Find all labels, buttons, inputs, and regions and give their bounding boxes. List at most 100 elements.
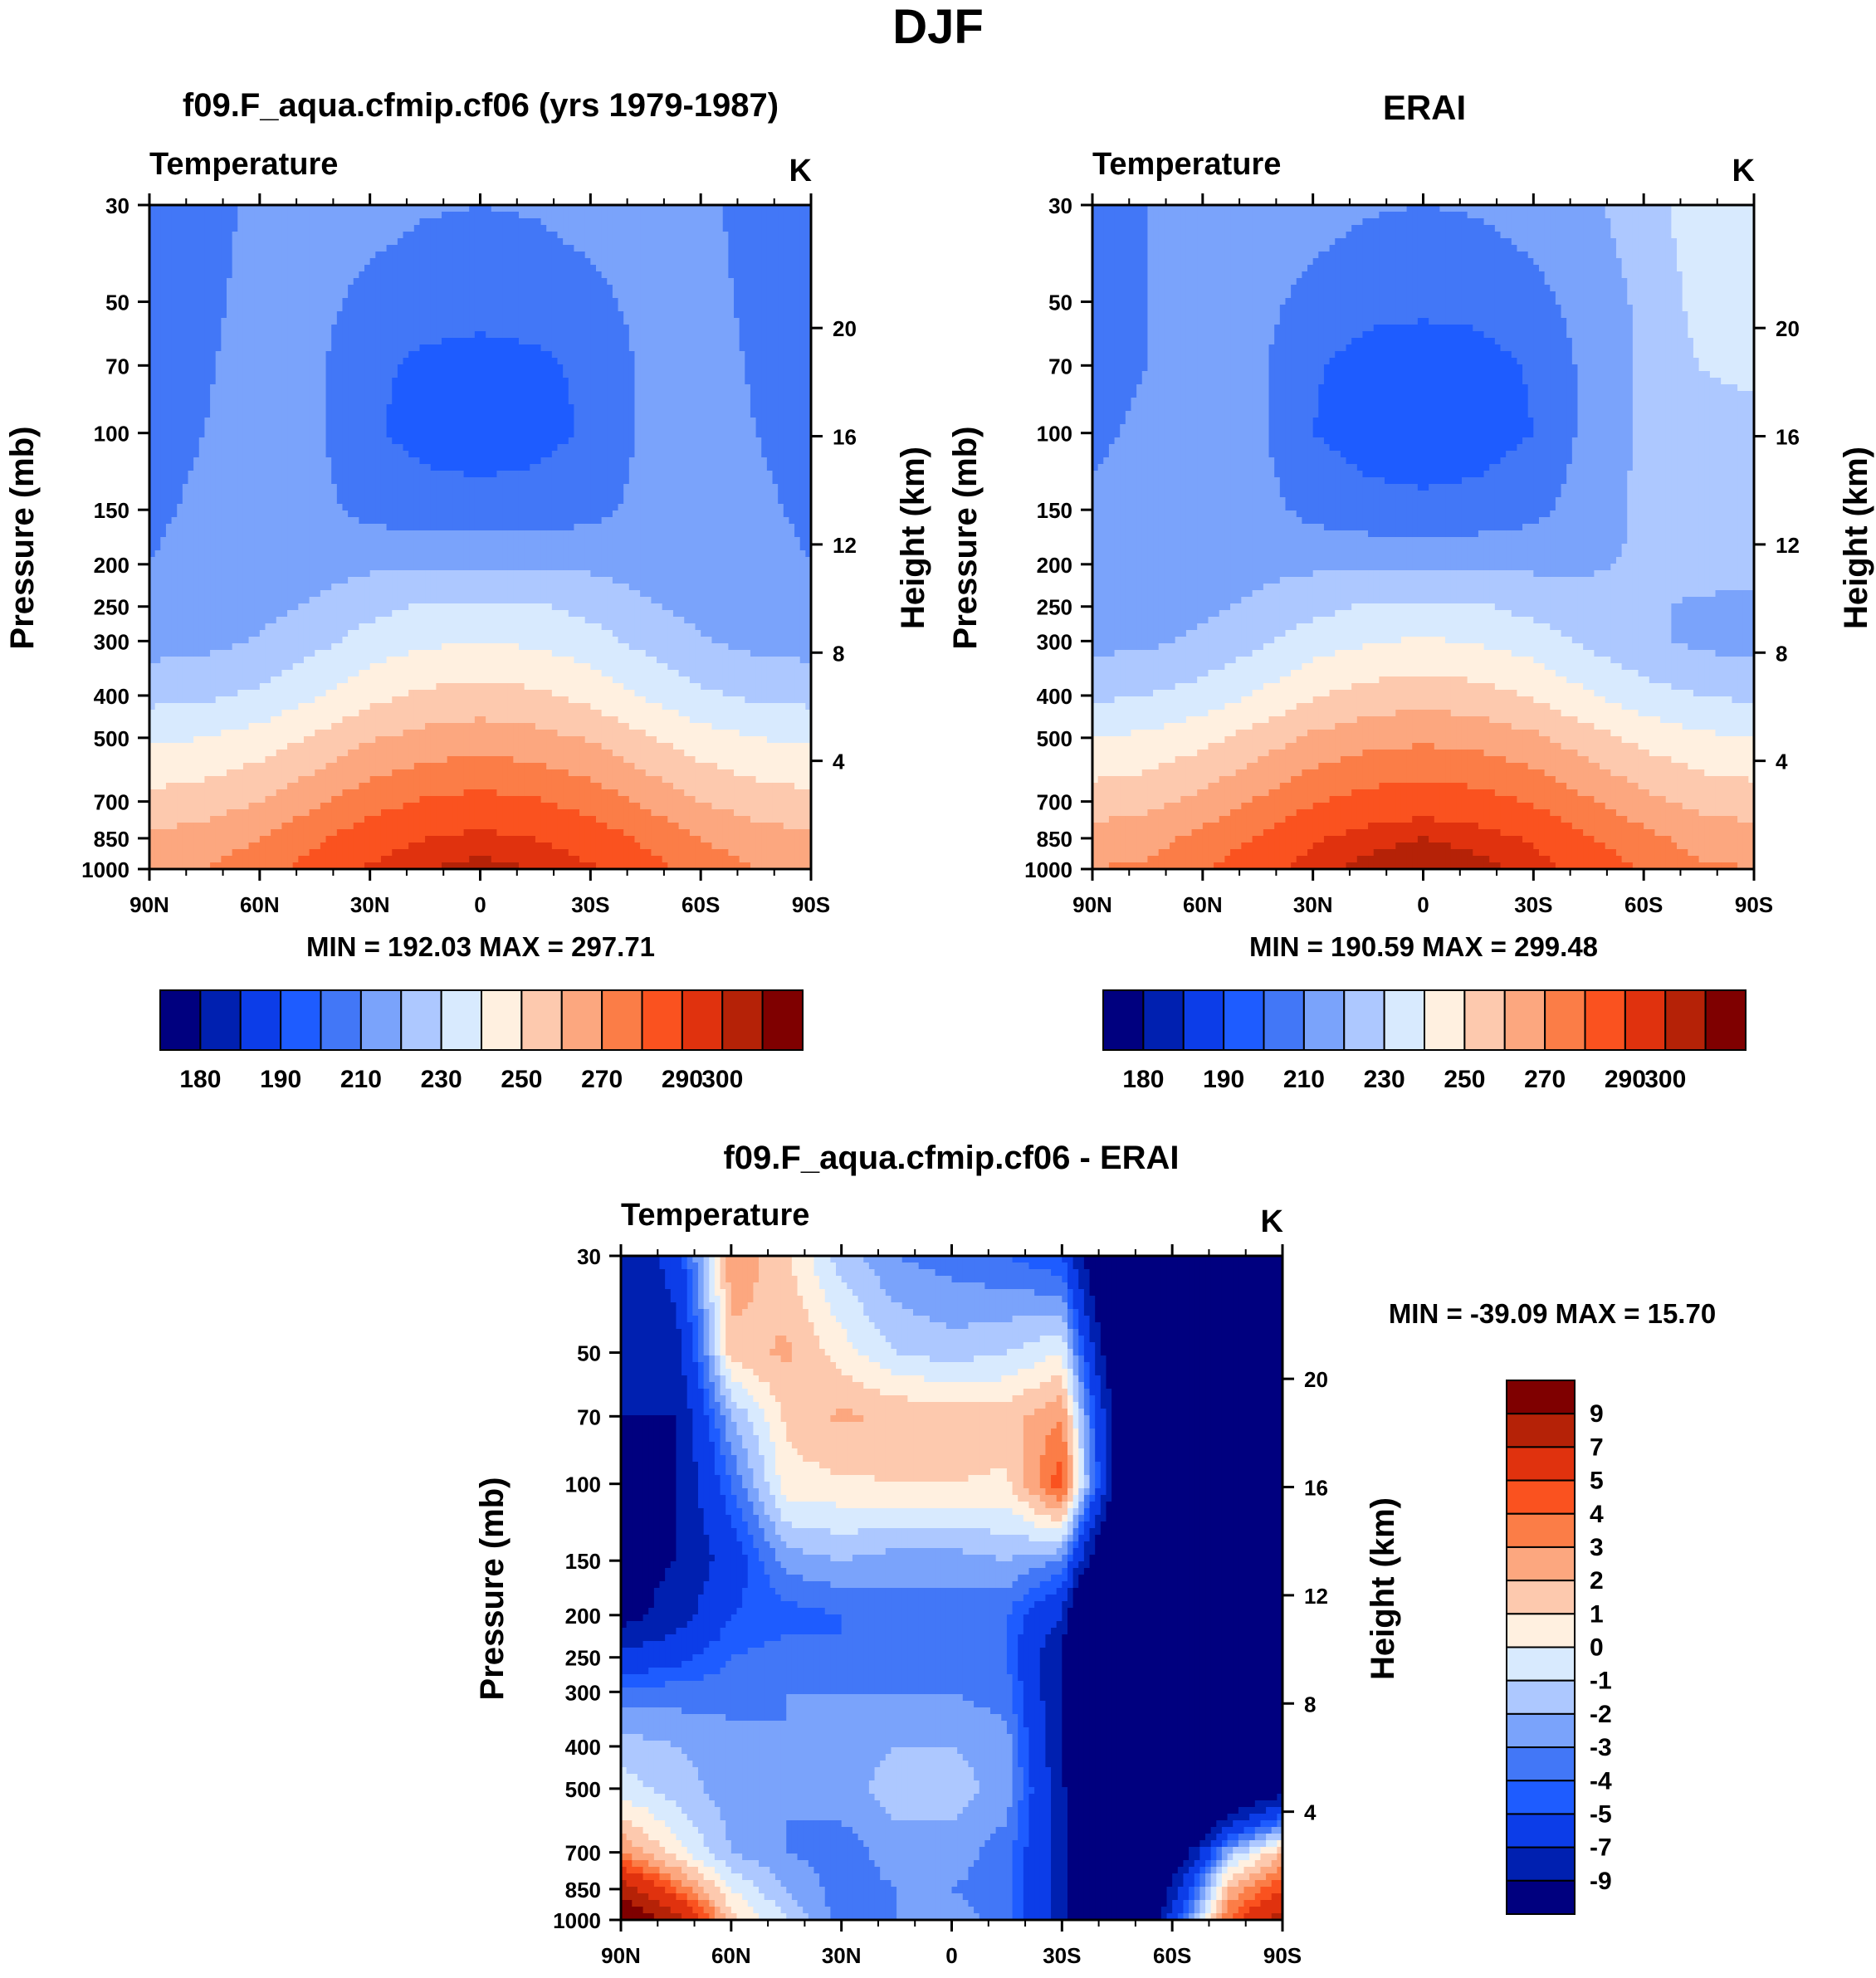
model-field-cell: [579, 258, 586, 266]
model-field-cell: [778, 457, 784, 465]
model-field-cell: [359, 291, 365, 299]
model-field-cell: [678, 444, 685, 452]
model-field-cell: [265, 265, 271, 272]
model-field-cell: [353, 384, 359, 392]
model-field-cell: [425, 437, 432, 445]
model-field-cell: [530, 457, 536, 465]
model-field-cell: [271, 212, 277, 219]
model-field-cell: [739, 364, 745, 372]
model-field-cell: [524, 404, 530, 412]
model-field-cell: [739, 305, 745, 312]
model-field-cell: [717, 325, 724, 332]
model-field-cell: [789, 318, 795, 325]
model-field-cell: [612, 358, 619, 365]
model-field-cell: [651, 358, 657, 365]
model-field-cell: [628, 391, 636, 398]
model-field-cell: [535, 278, 542, 286]
model-field-cell: [524, 444, 530, 452]
model-field-cell: [309, 298, 315, 305]
model-field-cell: [607, 437, 613, 445]
model-field-cell: [292, 431, 299, 438]
model-field-cell: [595, 398, 603, 405]
model-field-cell: [618, 245, 624, 252]
model-field-cell: [320, 212, 327, 219]
model-field-cell: [469, 325, 476, 332]
model-field-cell: [242, 291, 250, 299]
model-field-cell: [254, 225, 261, 232]
model-field-cell: [507, 271, 514, 279]
model-field-cell: [678, 252, 685, 259]
model-field-cell: [375, 245, 382, 252]
model-field-cell: [684, 238, 691, 246]
model-field-cell: [281, 364, 288, 372]
model-field-cell: [640, 278, 647, 286]
model-field-cell: [518, 318, 525, 325]
model-field-cell: [728, 437, 735, 445]
model-field-cell: [574, 258, 580, 266]
model-field-cell: [442, 271, 448, 279]
model-field-cell: [364, 265, 371, 272]
model-field-cell: [634, 464, 641, 471]
model-field-cell: [612, 418, 619, 425]
model-field-cell: [645, 278, 652, 286]
model-field-cell: [568, 212, 575, 219]
model-field-cell: [612, 344, 619, 352]
model-field-cell: [386, 457, 393, 465]
model-field-cell: [419, 371, 426, 379]
model-field-cell: [430, 418, 437, 425]
model-field-cell: [645, 311, 652, 319]
model-field-cell: [491, 245, 498, 252]
model-field-cell: [469, 232, 476, 239]
model-field-cell: [436, 444, 442, 452]
model-field-cell: [457, 378, 465, 385]
model-field-cell: [177, 338, 183, 345]
model-field-cell: [331, 258, 338, 266]
model-field-cell: [320, 338, 327, 345]
model-field-cell: [579, 418, 586, 425]
model-field-cell: [198, 431, 206, 438]
model-field-cell: [486, 477, 492, 485]
model-field-cell: [772, 232, 779, 239]
model-field-cell: [584, 358, 591, 365]
model-field-cell: [491, 344, 498, 352]
model-field-cell: [491, 451, 498, 458]
model-field-cell: [755, 311, 762, 319]
model-field-cell: [789, 457, 795, 465]
model-field-cell: [766, 364, 774, 372]
model-field-cell: [728, 444, 735, 452]
model-field-cell: [215, 451, 222, 458]
model-field-cell: [469, 464, 476, 471]
model-field-cell: [215, 391, 222, 398]
model-field-cell: [574, 285, 580, 292]
model-field-cell: [408, 444, 415, 452]
model-field-cell: [359, 205, 365, 212]
model-field-cell: [359, 311, 365, 319]
model-field-cell: [171, 258, 178, 266]
model-field-cell: [348, 225, 354, 232]
model-field-cell: [315, 398, 321, 405]
model-field-cell: [590, 371, 597, 379]
model-field-cell: [761, 318, 768, 325]
model-field-cell: [413, 431, 421, 438]
model-field-cell: [491, 232, 498, 239]
model-field-cell: [678, 451, 685, 458]
model-field-cell: [160, 278, 167, 286]
model-field-cell: [265, 371, 271, 379]
model-field-cell: [524, 218, 530, 226]
model-field-cell: [684, 252, 691, 259]
model-field-cell: [397, 331, 404, 339]
model-field-cell: [761, 218, 768, 226]
model-field-cell: [210, 245, 217, 252]
model-field-cell: [657, 364, 663, 372]
model-field-cell: [524, 311, 530, 319]
model-field-cell: [315, 285, 321, 292]
model-field-cell: [794, 252, 801, 259]
model-field-cell: [403, 371, 409, 379]
model-field-cell: [789, 391, 795, 398]
model-field-cell: [618, 358, 624, 365]
model-field-cell: [408, 318, 415, 325]
model-field-cell: [491, 424, 498, 432]
model-field-cell: [486, 437, 492, 445]
model-field-cell: [320, 252, 327, 259]
model-field-cell: [457, 457, 465, 465]
